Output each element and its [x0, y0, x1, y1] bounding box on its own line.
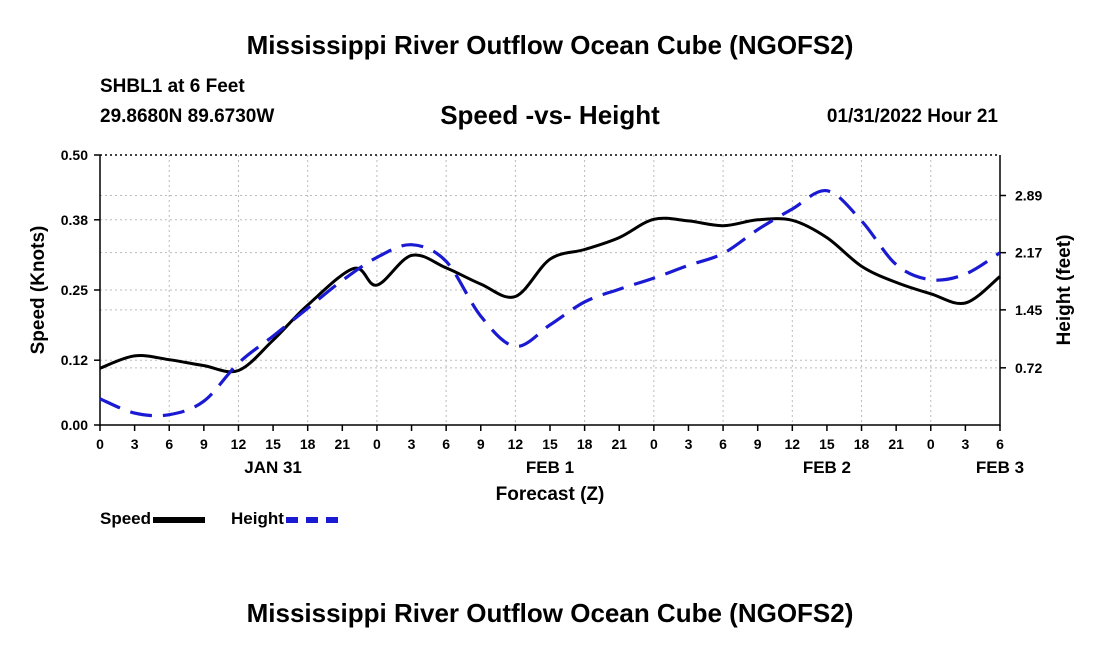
x-date-label: FEB 3: [976, 458, 1024, 477]
x-tick-label: 0: [96, 436, 104, 452]
x-tick-label: 0: [650, 436, 658, 452]
x-date-label: JAN 31: [244, 458, 302, 477]
x-tick-label: 3: [685, 436, 693, 452]
x-tick-label: 3: [408, 436, 416, 452]
x-tick-label: 15: [819, 436, 835, 452]
coordinates-label: 29.8680N 89.6730W: [100, 106, 275, 127]
x-tick-label: 9: [754, 436, 762, 452]
height-series-line: [99, 189, 1001, 418]
legend-height-label: Height: [231, 509, 284, 528]
x-tick-label: 0: [927, 436, 935, 452]
x-tick-label: 12: [508, 436, 524, 452]
forecast-datetime: 01/31/2022 Hour 21: [826, 106, 998, 127]
x-tick-label: 0: [373, 436, 381, 452]
y-right-tick-label: 2.89: [1015, 188, 1042, 204]
speed-series-line: [99, 216, 1001, 374]
y-left-tick-label: 0.38: [61, 212, 88, 228]
x-tick-label: 6: [996, 436, 1004, 452]
x-tick-label: 3: [131, 436, 139, 452]
x-tick-label: 21: [888, 436, 904, 452]
legend-speed-label: Speed: [100, 509, 152, 528]
x-tick-label: 18: [577, 436, 593, 452]
x-tick-label: 12: [231, 436, 247, 452]
x-tick-label: 9: [200, 436, 208, 452]
x-tick-label: 9: [477, 436, 485, 452]
station-label: SHBL1 at 6 Feet: [100, 76, 245, 97]
x-tick-label: 21: [611, 436, 627, 452]
x-tick-label: 6: [442, 436, 450, 452]
legend-height: Height: [231, 509, 338, 529]
chart-title-repeat: Mississippi River Outflow Ocean Cube (NG…: [246, 598, 854, 628]
y-right-tick-label: 1.45: [1015, 302, 1042, 318]
chart-subtitle: Speed -vs- Height: [440, 100, 660, 130]
y-right-tick-label: 2.17: [1015, 245, 1042, 261]
x-tick-label: 21: [335, 436, 351, 452]
y-left-tick-label: 0.25: [61, 282, 88, 298]
legend-speed: Speed: [100, 509, 206, 529]
x-date-label: FEB 1: [526, 458, 574, 477]
x-axis-title: Forecast (Z): [496, 484, 605, 505]
y-left-axis-title: Speed (Knots): [28, 226, 49, 355]
legend-height-swatch: [285, 516, 338, 523]
x-date-label: FEB 2: [803, 458, 851, 477]
x-tick-label: 3: [961, 436, 969, 452]
y-left-tick-label: 0.12: [61, 352, 88, 368]
x-tick-label: 12: [785, 436, 801, 452]
x-tick-label: 18: [854, 436, 870, 452]
y-left-tick-label: 0.50: [61, 147, 88, 163]
y-right-axis-title: Height (feet): [1054, 235, 1075, 346]
legend-speed-swatch: [153, 516, 206, 523]
x-tick-label: 6: [719, 436, 727, 452]
x-tick-label: 15: [542, 436, 558, 452]
y-left-tick-label: 0.00: [61, 417, 88, 433]
chart-title: Mississippi River Outflow Ocean Cube (NG…: [246, 30, 854, 60]
x-tick-label: 18: [300, 436, 316, 452]
y-right-tick-label: 0.72: [1015, 360, 1042, 376]
x-tick-label: 6: [165, 436, 173, 452]
x-tick-label: 15: [265, 436, 281, 452]
